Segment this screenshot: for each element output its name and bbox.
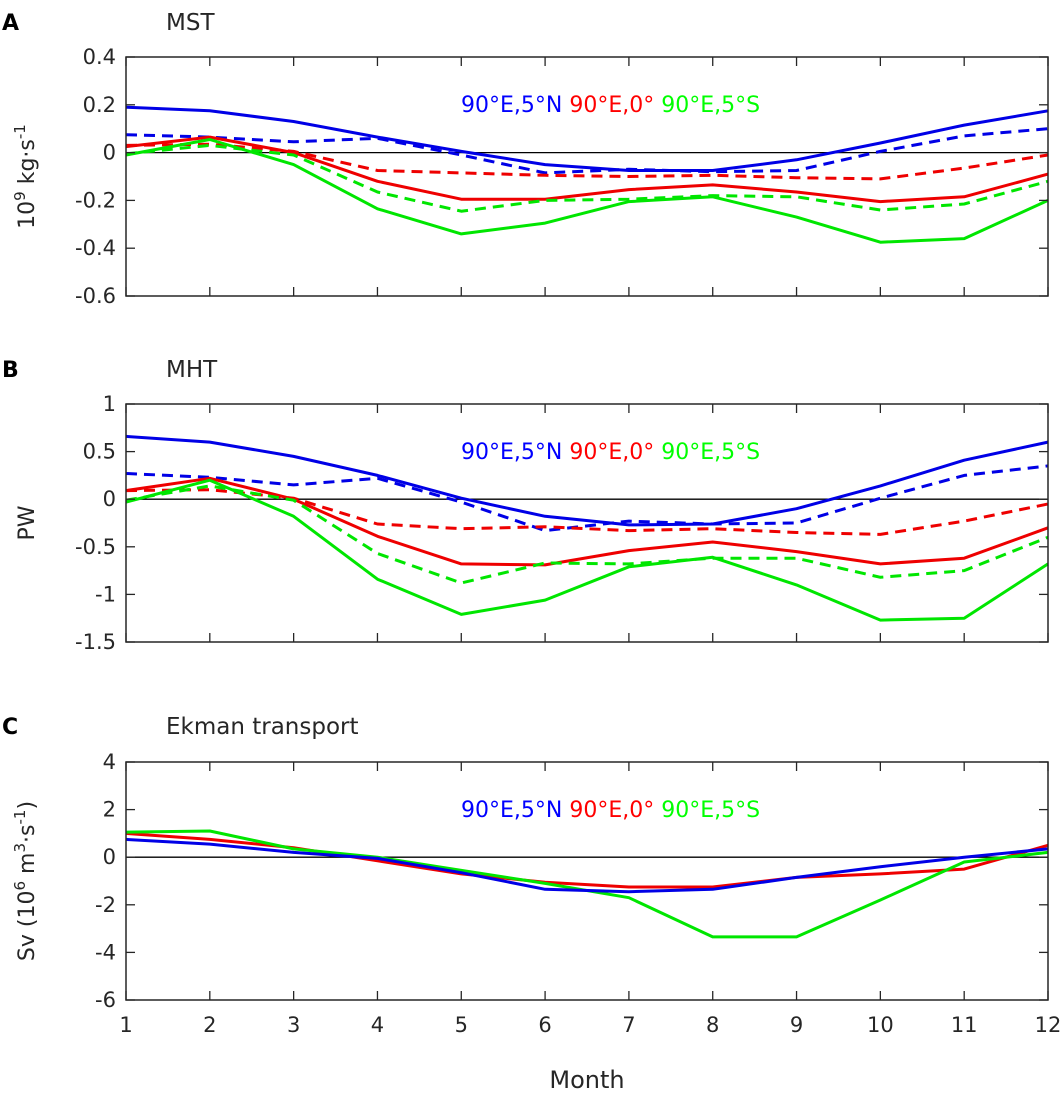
series-line-2 [125, 464, 1049, 533]
series-line-4 [125, 142, 1049, 181]
panel-label: B [2, 358, 19, 383]
y-axis-label-exp3: -1 [11, 810, 29, 825]
legend-entry: 90°E,0° [562, 440, 654, 465]
ytick-label: 0.5 [83, 440, 116, 464]
y-axis-label-text: PW [15, 505, 40, 540]
xtick-label: 4 [371, 1013, 384, 1037]
legend-entry: 90°E,5°N [461, 440, 562, 465]
y-axis-label-unit: ·s [15, 825, 40, 843]
y-axis-label-mid: m [15, 853, 40, 881]
y-axis-label-unit: kg·s [15, 139, 40, 191]
panel-label: A [2, 11, 19, 36]
y-axis-label: PW [15, 505, 40, 540]
ytick-label: -0.5 [75, 535, 116, 559]
xtick-label: 5 [455, 1013, 468, 1037]
xtick-label: 11 [951, 1013, 978, 1037]
axes-box [125, 761, 1049, 1001]
y-axis-label-exp: 9 [11, 191, 29, 201]
series-line-3 [125, 135, 1049, 204]
series-line-1 [125, 105, 1049, 172]
ytick-label: -1.5 [75, 630, 116, 654]
legend: 90°E,5°N 90°E,0° 90°E,5°S [461, 798, 760, 823]
legend-entry: 90°E,5°S [654, 440, 760, 465]
ytick-label: -4 [95, 940, 116, 964]
xtick-label: 6 [538, 1013, 551, 1037]
legend-entry: 90°E,5°S [654, 93, 760, 118]
ytick-label: 0 [103, 845, 116, 869]
axes-box [125, 403, 1049, 643]
ytick-label: -0.2 [75, 188, 116, 212]
ytick-label: 0.4 [83, 45, 116, 69]
ytick-label: 0.2 [83, 93, 116, 117]
xtick-label: 3 [287, 1013, 300, 1037]
ytick-label: -2 [95, 893, 116, 917]
ytick-label: -6 [95, 988, 116, 1012]
y-axis-label: 109 kg·s-1 [11, 124, 40, 229]
series-line-3 [125, 837, 1049, 894]
y-axis-label-post: ) [15, 801, 40, 810]
legend-entry: 90°E,5°N [461, 93, 562, 118]
y-axis-label: Sv (106 m3·s-1) [11, 801, 40, 961]
panel-a: A MST -0.6 -0.4 -0.2 0 0.2 0.4 109 kg·s-1 90°E,5°… [2, 10, 1049, 308]
legend-entry: 90°E,5°N [461, 798, 562, 823]
ytick-label: -0.6 [75, 284, 116, 308]
panel-title: Ekman transport [166, 714, 359, 740]
y-axis-label-unit-exp: -1 [11, 124, 29, 139]
ytick-label: 4 [103, 750, 116, 774]
series-line-5 [125, 138, 1049, 244]
panel-label: C [2, 715, 18, 740]
series-line-4 [125, 488, 1049, 536]
series-line-6 [125, 484, 1049, 585]
xtick-label: 12 [1035, 1013, 1062, 1037]
legend: 90°E,5°N 90°E,0° 90°E,5°S [461, 93, 760, 118]
y-axis-label-exp2: 3 [11, 843, 29, 853]
x-axis-label: Month [549, 1066, 624, 1094]
xtick-label: 9 [790, 1013, 803, 1037]
series-line-1 [125, 434, 1049, 527]
xtick-label: 10 [867, 1013, 894, 1037]
legend-entry: 90°E,0° [562, 93, 654, 118]
series-line-2 [125, 127, 1049, 175]
panel-title: MHT [166, 357, 218, 383]
ytick-label: 1 [103, 392, 116, 416]
legend-entry: 90°E,0° [562, 798, 654, 823]
legend-entry: 90°E,5°S [654, 798, 760, 823]
ytick-label: 0 [103, 141, 116, 165]
axes-box [125, 56, 1049, 297]
series-line-6 [125, 143, 1049, 213]
y-axis-label-pre: Sv (10 [15, 891, 40, 962]
ytick-label: 0 [103, 487, 116, 511]
panel-b: B MHT -1.5 -1 -0.5 0 0.5 1 PW 90°E,5°N 90°E,0° 90… [2, 357, 1049, 654]
legend: 90°E,5°N 90°E,0° 90°E,5°S [461, 440, 760, 465]
xtick-label: 7 [622, 1013, 635, 1037]
y-axis-label-exp1: 6 [11, 881, 29, 891]
series-line-5 [125, 478, 1049, 622]
y-axis-label-base: 10 [15, 201, 40, 229]
xtick-label: 8 [706, 1013, 719, 1037]
panel-title: MST [166, 10, 215, 36]
ytick-label: -0.4 [75, 236, 116, 260]
ytick-label: -1 [95, 582, 116, 606]
ytick-label: 2 [103, 798, 116, 822]
xtick-label: 1 [119, 1013, 132, 1037]
xtick-label: 2 [203, 1013, 216, 1037]
